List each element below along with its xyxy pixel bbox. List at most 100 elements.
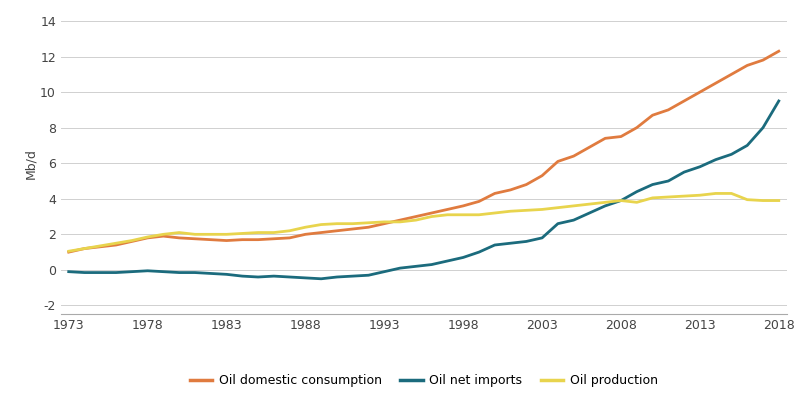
- Line: Oil net imports: Oil net imports: [69, 101, 779, 279]
- Oil production: [600, 200, 610, 205]
- Oil production: [395, 220, 405, 224]
- Oil domestic consumption: [363, 225, 373, 230]
- Oil production: [427, 214, 436, 219]
- Oil domestic consumption: [316, 230, 326, 235]
- Oil production: [380, 220, 389, 224]
- Oil net imports: [411, 264, 421, 269]
- Oil net imports: [174, 270, 184, 275]
- Oil domestic consumption: [585, 145, 594, 150]
- Oil net imports: [569, 218, 578, 222]
- Oil production: [458, 212, 468, 217]
- Oil domestic consumption: [632, 125, 642, 130]
- Oil production: [585, 202, 594, 206]
- Oil net imports: [680, 170, 689, 174]
- Oil domestic consumption: [395, 218, 405, 222]
- Oil net imports: [380, 269, 389, 274]
- Oil net imports: [143, 268, 152, 273]
- Oil net imports: [190, 270, 200, 275]
- Oil production: [774, 198, 783, 203]
- Legend: Oil domestic consumption, Oil net imports, Oil production: Oil domestic consumption, Oil net import…: [185, 369, 663, 392]
- Oil net imports: [553, 221, 563, 226]
- Oil net imports: [632, 189, 642, 194]
- Oil net imports: [600, 204, 610, 208]
- Oil domestic consumption: [663, 108, 673, 112]
- Oil net imports: [427, 262, 436, 267]
- Oil net imports: [443, 259, 453, 264]
- Oil production: [695, 193, 705, 197]
- Oil net imports: [285, 274, 294, 279]
- Oil domestic consumption: [238, 237, 247, 242]
- Oil net imports: [363, 273, 373, 278]
- Oil production: [710, 191, 720, 196]
- Oil domestic consumption: [727, 72, 736, 77]
- Oil net imports: [521, 239, 531, 244]
- Oil net imports: [458, 255, 468, 260]
- Oil domestic consumption: [758, 58, 768, 62]
- Oil domestic consumption: [490, 191, 500, 196]
- Oil net imports: [158, 269, 168, 274]
- Oil net imports: [727, 152, 736, 157]
- Oil production: [411, 218, 421, 222]
- Oil production: [253, 230, 263, 235]
- Oil production: [238, 231, 247, 236]
- Oil production: [506, 209, 516, 214]
- Y-axis label: Mb/d: Mb/d: [24, 148, 37, 179]
- Oil net imports: [695, 164, 705, 169]
- Oil net imports: [253, 274, 263, 279]
- Oil production: [64, 249, 74, 253]
- Oil domestic consumption: [427, 211, 436, 216]
- Oil production: [79, 246, 89, 251]
- Oil domestic consumption: [411, 214, 421, 219]
- Oil domestic consumption: [537, 173, 547, 178]
- Oil domestic consumption: [521, 182, 531, 187]
- Oil domestic consumption: [190, 236, 200, 241]
- Oil net imports: [316, 276, 326, 281]
- Oil net imports: [79, 270, 89, 275]
- Oil domestic consumption: [158, 234, 168, 239]
- Oil net imports: [238, 274, 247, 278]
- Oil net imports: [96, 270, 105, 275]
- Oil net imports: [490, 243, 500, 247]
- Oil production: [727, 191, 736, 196]
- Oil domestic consumption: [569, 154, 578, 158]
- Oil domestic consumption: [380, 221, 389, 226]
- Oil production: [758, 198, 768, 203]
- Line: Oil production: Oil production: [69, 193, 779, 251]
- Oil production: [569, 204, 578, 208]
- Oil production: [680, 194, 689, 199]
- Oil domestic consumption: [221, 238, 231, 243]
- Oil production: [616, 198, 626, 203]
- Line: Oil domestic consumption: Oil domestic consumption: [69, 51, 779, 252]
- Oil production: [663, 195, 673, 199]
- Oil net imports: [332, 274, 341, 279]
- Oil production: [158, 232, 168, 237]
- Oil production: [96, 243, 105, 248]
- Oil domestic consumption: [253, 237, 263, 242]
- Oil net imports: [537, 235, 547, 240]
- Oil domestic consumption: [680, 99, 689, 104]
- Oil domestic consumption: [269, 236, 279, 241]
- Oil domestic consumption: [742, 63, 752, 68]
- Oil production: [316, 222, 326, 227]
- Oil net imports: [474, 250, 484, 255]
- Oil domestic consumption: [458, 204, 468, 208]
- Oil domestic consumption: [127, 239, 137, 244]
- Oil domestic consumption: [600, 136, 610, 141]
- Oil net imports: [506, 241, 516, 246]
- Oil production: [443, 212, 453, 217]
- Oil domestic consumption: [616, 134, 626, 139]
- Oil net imports: [206, 271, 216, 276]
- Oil net imports: [585, 211, 594, 216]
- Oil production: [111, 241, 121, 246]
- Oil production: [521, 208, 531, 213]
- Oil production: [537, 207, 547, 212]
- Oil domestic consumption: [285, 235, 294, 240]
- Oil net imports: [742, 143, 752, 148]
- Oil production: [332, 221, 341, 226]
- Oil production: [174, 230, 184, 235]
- Oil production: [301, 225, 311, 230]
- Oil production: [221, 232, 231, 237]
- Oil production: [553, 205, 563, 210]
- Oil net imports: [663, 179, 673, 183]
- Oil production: [363, 220, 373, 225]
